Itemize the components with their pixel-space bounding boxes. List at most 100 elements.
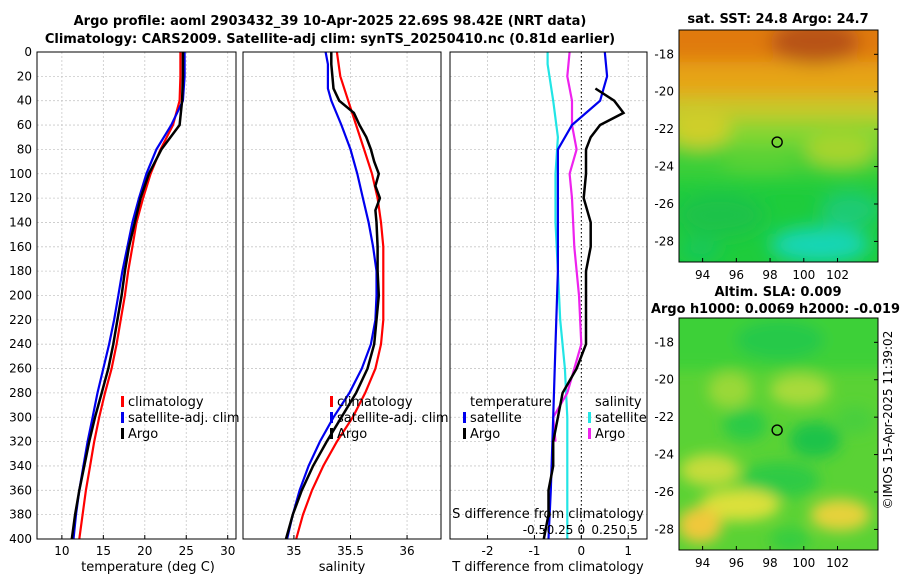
x-tick-label: 15: [96, 544, 111, 558]
depth-tick-label: 180: [9, 264, 32, 278]
lat-tick-label: -26: [654, 197, 674, 211]
lat-tick-label: -26: [654, 485, 674, 499]
x-tick-label: 35: [286, 544, 301, 558]
sla-map-image: [679, 318, 878, 550]
legend-label-argo: Argo: [337, 427, 367, 442]
x-tick-label: 30: [220, 544, 235, 558]
legend-label-satellite: satellite-adj. clim: [337, 411, 449, 426]
temperature-axes-box: [36, 51, 237, 540]
sst-latitude-axis: -18 -20 -22 -24 -26 -28: [654, 47, 878, 248]
difference-series: [542, 51, 626, 540]
sla-longitude-axis: 94 96 98 100 102: [695, 546, 849, 570]
salinity-difference-label: S difference from climatology: [452, 507, 644, 522]
sst-map-image: [679, 30, 878, 262]
x-tick-label: 1: [624, 544, 632, 558]
legend-label-argo: Argo: [128, 427, 158, 442]
legend-label-climatology: climatology: [128, 395, 204, 410]
temperature-grid: [37, 51, 236, 540]
legend-swatch-argo: [121, 428, 124, 439]
lat-tick-label: -18: [654, 47, 674, 61]
s-diff-tick-label: 0.5: [619, 523, 638, 537]
legend-swatch-satellite: [463, 412, 466, 423]
s-diff-tick-label: -0.25: [542, 523, 573, 537]
temperature-argo-line: [70, 52, 185, 540]
depth-tick-label: 320: [9, 435, 32, 449]
difference-panel: -2 -1 0 1 T difference from climatology S d…: [449, 51, 648, 575]
depth-tick-label: 380: [9, 508, 32, 522]
depth-tick-label: 140: [9, 215, 32, 229]
depth-tick-label: 280: [9, 386, 32, 400]
s-diff-tick-label: -0.5: [523, 523, 546, 537]
lon-tick-label: 102: [826, 268, 849, 282]
sst-longitude-axis: 94 96 98 100 102: [695, 258, 849, 282]
lon-tick-label: 98: [762, 268, 777, 282]
salinity-diff-argo-line: [552, 51, 583, 442]
legend-label-s-satellite: satellite: [595, 411, 647, 426]
depth-axis: 0 20 40 60 80 100 120 140 160 180 200 220 240 260 280 3…: [9, 45, 32, 546]
lon-tick-label: 94: [695, 556, 710, 570]
lon-tick-label: 98: [762, 556, 777, 570]
depth-tick-label: 220: [9, 313, 32, 327]
legend-heading-temperature: temperature: [470, 395, 552, 410]
temperature-climatology-line: [78, 52, 182, 540]
depth-tick-label: 200: [9, 289, 32, 303]
sla-map-subtitle: Argo h1000: 0.0069 h2000: -0.019: [651, 302, 900, 317]
depth-tick-label: 20: [17, 69, 32, 83]
temperature-xlabel: temperature (deg C): [81, 560, 215, 575]
sst-map-panel: sat. SST: 24.8 Argo: 24.7 -18 -20 -22 -24: [654, 12, 879, 282]
depth-tick-label: 240: [9, 337, 32, 351]
salinity-legend: climatology satellite-adj. clim Argo: [330, 395, 449, 442]
depth-tick-label: 300: [9, 410, 32, 424]
difference-legend-temperature: temperature satellite Argo: [463, 395, 552, 442]
depth-tick-label: 340: [9, 459, 32, 473]
depth-tick-label: 120: [9, 191, 32, 205]
lat-tick-label: -28: [654, 234, 674, 248]
x-tick-label: 0: [578, 544, 586, 558]
depth-tick-label: 360: [9, 483, 32, 497]
x-tick-label: -2: [482, 544, 494, 558]
s-diff-tick-label: 0.25: [591, 523, 618, 537]
legend-label-t-satellite: satellite: [470, 411, 522, 426]
lat-tick-label: -20: [654, 373, 674, 387]
legend-swatch-s-satellite: [588, 412, 591, 423]
sst-argo-location-marker: [771, 136, 783, 148]
sla-map-panel: Altim. SLA: 0.009 Argo h1000: 0.0069 h20…: [651, 285, 900, 570]
sla-latitude-axis: -18 -20 -22 -24 -26 -28: [654, 335, 878, 536]
salinity-axes-box: [242, 51, 442, 540]
lat-tick-label: -22: [654, 122, 674, 136]
difference-grid: [450, 51, 647, 540]
difference-xlabel: T difference from climatology: [451, 560, 644, 575]
temperature-panel: 0 20 40 60 80 100 120 140 160 180 200 220 240 260 280 3…: [9, 45, 240, 575]
legend-swatch-s-argo: [588, 428, 591, 439]
temperature-x-axis: 10 15 20 25 30: [54, 535, 235, 558]
x-tick-label: 35.5: [337, 544, 364, 558]
difference-legend-salinity: salinity satellite Argo: [588, 395, 647, 442]
legend-swatch-climatology: [121, 396, 124, 407]
lon-tick-label: 96: [729, 268, 744, 282]
salinity-climatology-line: [295, 51, 385, 540]
salinity-xlabel: salinity: [319, 560, 366, 575]
sla-map-frame: [678, 317, 879, 551]
legend-swatch-satellite: [330, 412, 333, 423]
depth-tick-label: 260: [9, 362, 32, 376]
lat-tick-label: -24: [654, 160, 674, 174]
x-tick-label: -1: [528, 544, 540, 558]
s-diff-tick-label: 0: [578, 523, 586, 537]
lat-tick-label: -24: [654, 448, 674, 462]
lat-tick-label: -22: [654, 410, 674, 424]
depth-tick-label: 40: [17, 94, 32, 108]
lon-tick-label: 94: [695, 268, 710, 282]
legend-swatch-argo: [330, 428, 333, 439]
salinity-x-axis: 35 35.5 36: [286, 535, 415, 558]
difference-axes-box: [449, 51, 648, 540]
sla-argo-location-marker: [771, 424, 783, 436]
x-tick-label: 10: [54, 544, 69, 558]
lat-tick-label: -28: [654, 522, 674, 536]
depth-tick-label: 0: [24, 45, 32, 59]
lon-tick-label: 96: [729, 556, 744, 570]
depth-tick-label: 60: [17, 118, 32, 132]
figure-title-line1: Argo profile: aoml 2903432_39 10-Apr-202…: [73, 14, 587, 29]
sla-map-title: Altim. SLA: 0.009: [715, 285, 842, 300]
lon-tick-label: 100: [792, 268, 815, 282]
